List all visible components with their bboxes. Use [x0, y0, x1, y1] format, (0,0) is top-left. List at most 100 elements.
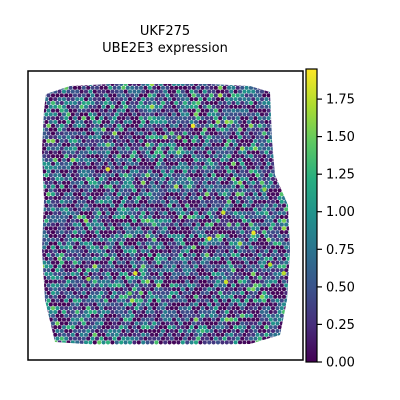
spot	[62, 196, 66, 200]
spot	[121, 268, 125, 272]
spot	[209, 192, 213, 196]
spot	[216, 234, 220, 238]
spot	[168, 196, 172, 200]
spot	[264, 226, 268, 230]
spot	[212, 120, 216, 124]
spot	[227, 109, 231, 113]
spot	[242, 280, 246, 284]
spot	[154, 97, 158, 101]
spot	[253, 192, 257, 196]
spot	[183, 238, 187, 242]
spot	[75, 90, 79, 94]
spot	[165, 299, 169, 303]
spot	[194, 188, 198, 192]
spot	[75, 204, 79, 208]
spot	[280, 116, 284, 120]
spot	[240, 131, 244, 135]
spot	[229, 166, 233, 170]
spot	[203, 226, 207, 230]
spot	[154, 280, 158, 284]
spot	[93, 257, 97, 261]
spot	[95, 177, 99, 181]
spot	[185, 325, 189, 329]
spot	[119, 97, 123, 101]
spot	[99, 109, 103, 113]
spot	[117, 299, 121, 303]
spot	[172, 173, 176, 177]
spot	[80, 188, 84, 192]
spot	[55, 177, 59, 181]
spot	[91, 131, 95, 135]
spot	[135, 86, 139, 90]
spot	[139, 314, 143, 318]
spot	[95, 306, 99, 310]
spot	[108, 124, 112, 128]
spot	[40, 181, 44, 185]
spot	[40, 166, 44, 170]
spot	[234, 128, 238, 132]
spot	[135, 291, 139, 295]
spot	[251, 318, 255, 322]
spot	[110, 181, 114, 185]
spot	[231, 93, 235, 97]
spot	[192, 131, 196, 135]
spot	[69, 306, 73, 310]
spot	[55, 245, 59, 249]
spot	[278, 150, 282, 154]
spot	[275, 185, 279, 189]
spot	[44, 143, 48, 147]
spot	[106, 295, 110, 299]
spot	[185, 181, 189, 185]
spot	[183, 169, 187, 173]
spot	[161, 230, 165, 234]
spot	[258, 276, 262, 280]
spot	[80, 150, 84, 154]
spot	[159, 302, 163, 306]
spot	[168, 135, 172, 139]
spot	[201, 314, 205, 318]
spot	[146, 90, 150, 94]
spot	[216, 90, 220, 94]
spot	[198, 272, 202, 276]
spot	[64, 329, 68, 333]
spot	[80, 287, 84, 291]
spot	[284, 124, 288, 128]
spot	[110, 166, 114, 170]
spot	[124, 219, 128, 223]
spot	[126, 283, 130, 287]
spot	[117, 321, 121, 325]
spot	[132, 128, 136, 132]
spot	[172, 257, 176, 261]
spot	[183, 86, 187, 90]
spot	[209, 215, 213, 219]
spot	[185, 196, 189, 200]
spot	[60, 314, 64, 318]
spot	[143, 215, 147, 219]
spot	[130, 268, 134, 272]
spot	[194, 90, 198, 94]
spot	[47, 299, 51, 303]
spot	[73, 291, 77, 295]
spot	[242, 97, 246, 101]
spot	[168, 82, 172, 86]
spot	[82, 169, 86, 173]
spot	[168, 219, 172, 223]
spot	[146, 188, 150, 192]
spot	[280, 93, 284, 97]
spot	[115, 128, 119, 132]
spot	[249, 223, 253, 227]
spot	[251, 264, 255, 268]
spot	[192, 93, 196, 97]
spot	[55, 86, 59, 90]
spot	[207, 264, 211, 268]
spot	[190, 287, 194, 291]
spot	[40, 82, 44, 86]
spot	[146, 280, 150, 284]
spot	[238, 158, 242, 162]
spot	[262, 177, 266, 181]
spot	[126, 124, 130, 128]
spot	[289, 268, 293, 272]
spot	[119, 173, 123, 177]
spot	[91, 162, 95, 166]
spot	[69, 261, 73, 265]
